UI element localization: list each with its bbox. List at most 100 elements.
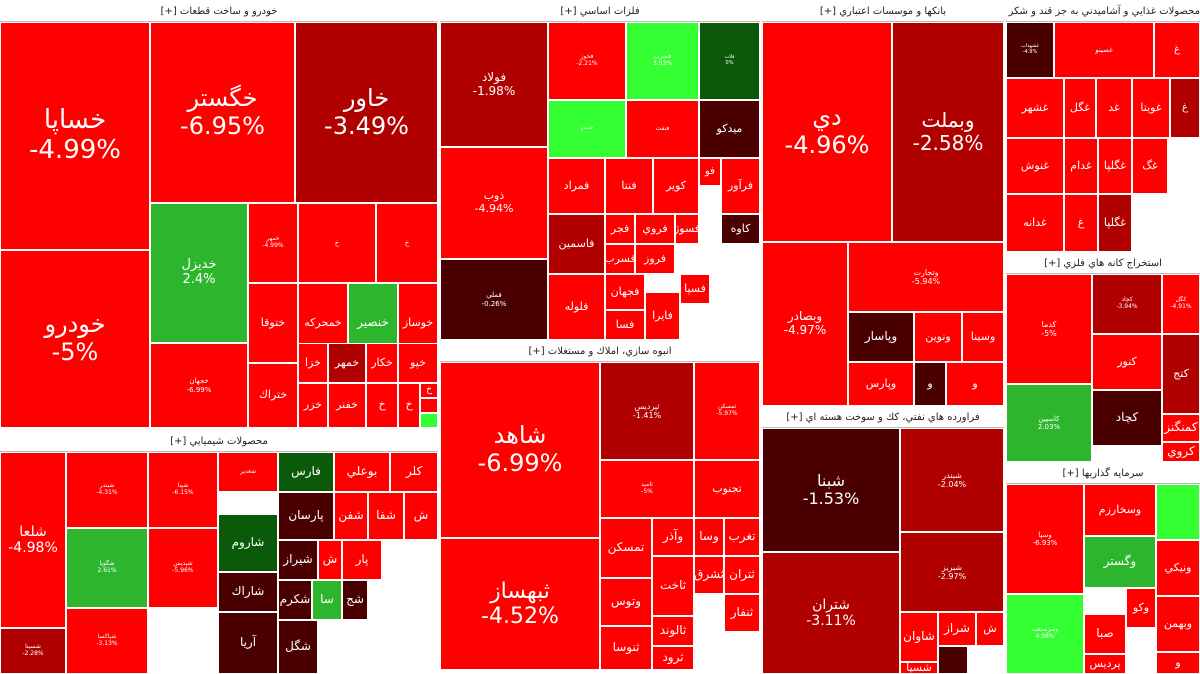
- stock-tile[interactable]: وسپا -6.93%: [1006, 484, 1084, 594]
- stock-tile[interactable]: خمهر: [328, 343, 366, 383]
- stock-tile[interactable]: كنور: [1092, 334, 1162, 390]
- stock-tile[interactable]: [938, 646, 968, 674]
- stock-tile[interactable]: غد: [1096, 78, 1132, 138]
- stock-tile[interactable]: وسا: [694, 518, 724, 556]
- stock-tile[interactable]: ثنفار: [724, 594, 760, 632]
- sector-title[interactable]: محصولات غذايي و آشاميدني به جز قند و شكر…: [1006, 2, 1200, 22]
- stock-tile[interactable]: شاراك: [218, 572, 278, 612]
- stock-tile[interactable]: خ: [366, 383, 398, 428]
- stock-tile[interactable]: فرآور: [721, 158, 760, 214]
- stock-tile[interactable]: وبملت -2.58%: [892, 22, 1004, 242]
- stock-tile[interactable]: فسپا: [680, 274, 710, 304]
- stock-tile[interactable]: صبا: [1084, 614, 1126, 654]
- stock-tile[interactable]: آريا: [218, 612, 278, 674]
- stock-tile[interactable]: كاسپين 2.03%: [1006, 384, 1092, 462]
- stock-tile[interactable]: فايرا: [645, 292, 680, 340]
- stock-tile[interactable]: ميدكو: [699, 100, 760, 158]
- stock-tile[interactable]: غدانه: [1006, 194, 1064, 252]
- stock-tile[interactable]: كمنگنز: [1162, 414, 1200, 442]
- stock-tile[interactable]: وپارس: [848, 362, 914, 406]
- stock-tile[interactable]: فلات 0%: [699, 22, 760, 100]
- stock-tile[interactable]: ثرود: [652, 646, 694, 670]
- stock-tile[interactable]: خ: [398, 383, 420, 428]
- stock-tile[interactable]: فسرب: [605, 244, 635, 274]
- stock-tile[interactable]: غ: [1064, 194, 1098, 252]
- stock-tile[interactable]: غگل: [1064, 78, 1096, 138]
- stock-tile[interactable]: [420, 413, 438, 428]
- stock-tile[interactable]: فسدو: [548, 100, 626, 158]
- stock-tile[interactable]: وتجارت -5.94%: [848, 242, 1004, 312]
- stock-tile[interactable]: شبريز -2.97%: [900, 532, 1004, 612]
- stock-tile[interactable]: فسا: [605, 310, 645, 340]
- stock-tile[interactable]: وگستر: [1084, 536, 1156, 588]
- stock-tile[interactable]: خ: [298, 203, 376, 283]
- stock-tile[interactable]: شپنا -6.15%: [148, 452, 218, 528]
- stock-tile[interactable]: غشهداب -4.9%: [1006, 22, 1054, 78]
- stock-tile[interactable]: فولاد -1.98%: [440, 22, 548, 147]
- stock-tile[interactable]: فنفت: [626, 100, 699, 158]
- stock-tile[interactable]: ش: [404, 492, 438, 540]
- stock-tile[interactable]: تغرب: [724, 518, 760, 556]
- stock-tile[interactable]: فاسمين: [548, 214, 605, 274]
- stock-tile[interactable]: وبهمن: [1156, 596, 1200, 652]
- stock-tile[interactable]: شج: [342, 580, 368, 620]
- stock-tile[interactable]: كگل -4.91%: [1162, 274, 1200, 334]
- stock-tile[interactable]: و: [914, 362, 946, 406]
- stock-tile[interactable]: شلعا -4.98%: [0, 452, 66, 628]
- stock-tile[interactable]: وبصادر -4.97%: [762, 242, 848, 406]
- stock-tile[interactable]: كلر: [390, 452, 438, 492]
- stock-tile[interactable]: فنتا: [605, 158, 653, 214]
- stock-tile[interactable]: ذوب -4.94%: [440, 147, 548, 259]
- stock-tile[interactable]: فخوز -2.21%: [548, 22, 626, 100]
- stock-tile[interactable]: فمراد: [548, 158, 605, 214]
- stock-tile[interactable]: كوير: [653, 158, 699, 214]
- stock-tile[interactable]: فجر: [605, 214, 635, 244]
- stock-tile[interactable]: ثشرق: [694, 556, 724, 594]
- stock-tile[interactable]: تمسكن: [600, 518, 652, 578]
- stock-tile[interactable]: خمهر -4.99%: [248, 203, 298, 283]
- stock-tile[interactable]: شپديس -5.96%: [148, 528, 218, 608]
- stock-tile[interactable]: ختراك: [248, 363, 298, 428]
- stock-tile[interactable]: ثبهساز -4.52%: [440, 538, 600, 670]
- stock-tile[interactable]: ش: [318, 540, 342, 580]
- stock-tile[interactable]: [1156, 484, 1200, 540]
- stock-tile[interactable]: [420, 398, 438, 413]
- stock-tile[interactable]: كدما -5%: [1006, 274, 1092, 384]
- stock-tile[interactable]: شسپا: [900, 662, 938, 674]
- stock-tile[interactable]: خساپا -4.99%: [0, 22, 150, 250]
- stock-tile[interactable]: كروي: [1162, 442, 1200, 462]
- stock-tile[interactable]: ونيكي: [1156, 540, 1200, 596]
- stock-tile[interactable]: شپاكسا -3.13%: [66, 608, 148, 674]
- stock-tile[interactable]: خديزل 2.4%: [150, 203, 248, 343]
- stock-tile[interactable]: شسينا -2.28%: [0, 628, 66, 674]
- sector-title[interactable]: سرمايه گذاريها [+]: [1006, 464, 1200, 484]
- stock-tile[interactable]: خ: [376, 203, 438, 283]
- stock-tile[interactable]: ثامید -5%: [600, 460, 694, 518]
- stock-tile[interactable]: بوعلي: [334, 452, 390, 492]
- sector-title[interactable]: انبوه سازي، املاك و مستغلات [+]: [440, 342, 760, 362]
- stock-tile[interactable]: فسوژ: [675, 214, 699, 244]
- stock-tile[interactable]: كچاد: [1092, 390, 1162, 446]
- stock-tile[interactable]: غنوش: [1006, 138, 1064, 194]
- sector-title[interactable]: بانكها و موسسات اعتباري [+]: [762, 2, 1004, 22]
- stock-tile[interactable]: كاوه: [721, 214, 760, 244]
- sector-title[interactable]: فلزات اساسي [+]: [440, 2, 760, 22]
- stock-tile[interactable]: فملي -0.26%: [440, 259, 548, 340]
- stock-tile[interactable]: غ: [1170, 78, 1200, 138]
- stock-tile[interactable]: شاهد -6.99%: [440, 362, 600, 538]
- sector-title[interactable]: محصولات شيميايي [+]: [0, 432, 438, 452]
- stock-tile[interactable]: خپو: [398, 343, 438, 383]
- stock-tile[interactable]: غصينو: [1054, 22, 1154, 78]
- stock-tile[interactable]: وآذر: [652, 518, 694, 556]
- stock-tile[interactable]: وپاسار: [848, 312, 914, 362]
- stock-tile[interactable]: شتران -3.11%: [762, 552, 900, 674]
- stock-tile[interactable]: خودرو -5%: [0, 250, 150, 428]
- stock-tile[interactable]: خفنر: [328, 383, 366, 428]
- stock-tile[interactable]: شبندر -2.04%: [900, 428, 1004, 532]
- stock-tile[interactable]: دي -4.96%: [762, 22, 892, 242]
- stock-tile[interactable]: خجهان -6.99%: [150, 343, 248, 428]
- stock-tile[interactable]: پارسان: [278, 492, 334, 540]
- stock-tile[interactable]: شفا: [368, 492, 404, 540]
- stock-tile[interactable]: وكو: [1126, 588, 1156, 628]
- stock-tile[interactable]: ثاخت: [652, 556, 694, 616]
